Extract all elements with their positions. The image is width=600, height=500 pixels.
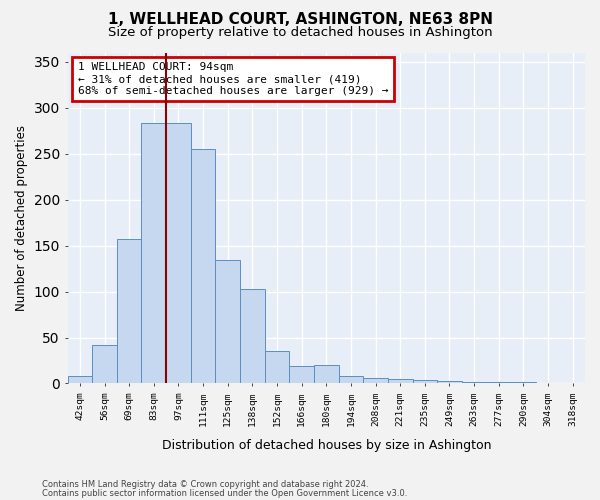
Bar <box>92 345 117 384</box>
Text: 1, WELLHEAD COURT, ASHINGTON, NE63 8PN: 1, WELLHEAD COURT, ASHINGTON, NE63 8PN <box>107 12 493 28</box>
Bar <box>462 382 487 384</box>
Text: 1 WELLHEAD COURT: 94sqm
← 31% of detached houses are smaller (419)
68% of semi-d: 1 WELLHEAD COURT: 94sqm ← 31% of detache… <box>78 62 388 96</box>
Bar <box>511 382 536 384</box>
Text: Size of property relative to detached houses in Ashington: Size of property relative to detached ho… <box>107 26 493 39</box>
Bar <box>338 376 363 384</box>
Text: Contains public sector information licensed under the Open Government Licence v3: Contains public sector information licen… <box>42 488 407 498</box>
Bar <box>240 289 265 384</box>
Bar <box>487 382 511 384</box>
X-axis label: Distribution of detached houses by size in Ashington: Distribution of detached houses by size … <box>161 440 491 452</box>
Text: Contains HM Land Registry data © Crown copyright and database right 2024.: Contains HM Land Registry data © Crown c… <box>42 480 368 489</box>
Bar <box>215 260 240 384</box>
Bar <box>289 366 314 384</box>
Bar <box>142 124 166 384</box>
Bar <box>388 379 413 384</box>
Bar <box>536 382 560 384</box>
Bar <box>68 376 92 384</box>
Bar <box>265 352 289 384</box>
Bar <box>117 239 142 384</box>
Bar <box>413 380 437 384</box>
Bar <box>191 149 215 384</box>
Y-axis label: Number of detached properties: Number of detached properties <box>15 125 28 311</box>
Bar <box>314 365 338 384</box>
Bar <box>166 124 191 384</box>
Bar <box>437 380 462 384</box>
Bar <box>363 378 388 384</box>
